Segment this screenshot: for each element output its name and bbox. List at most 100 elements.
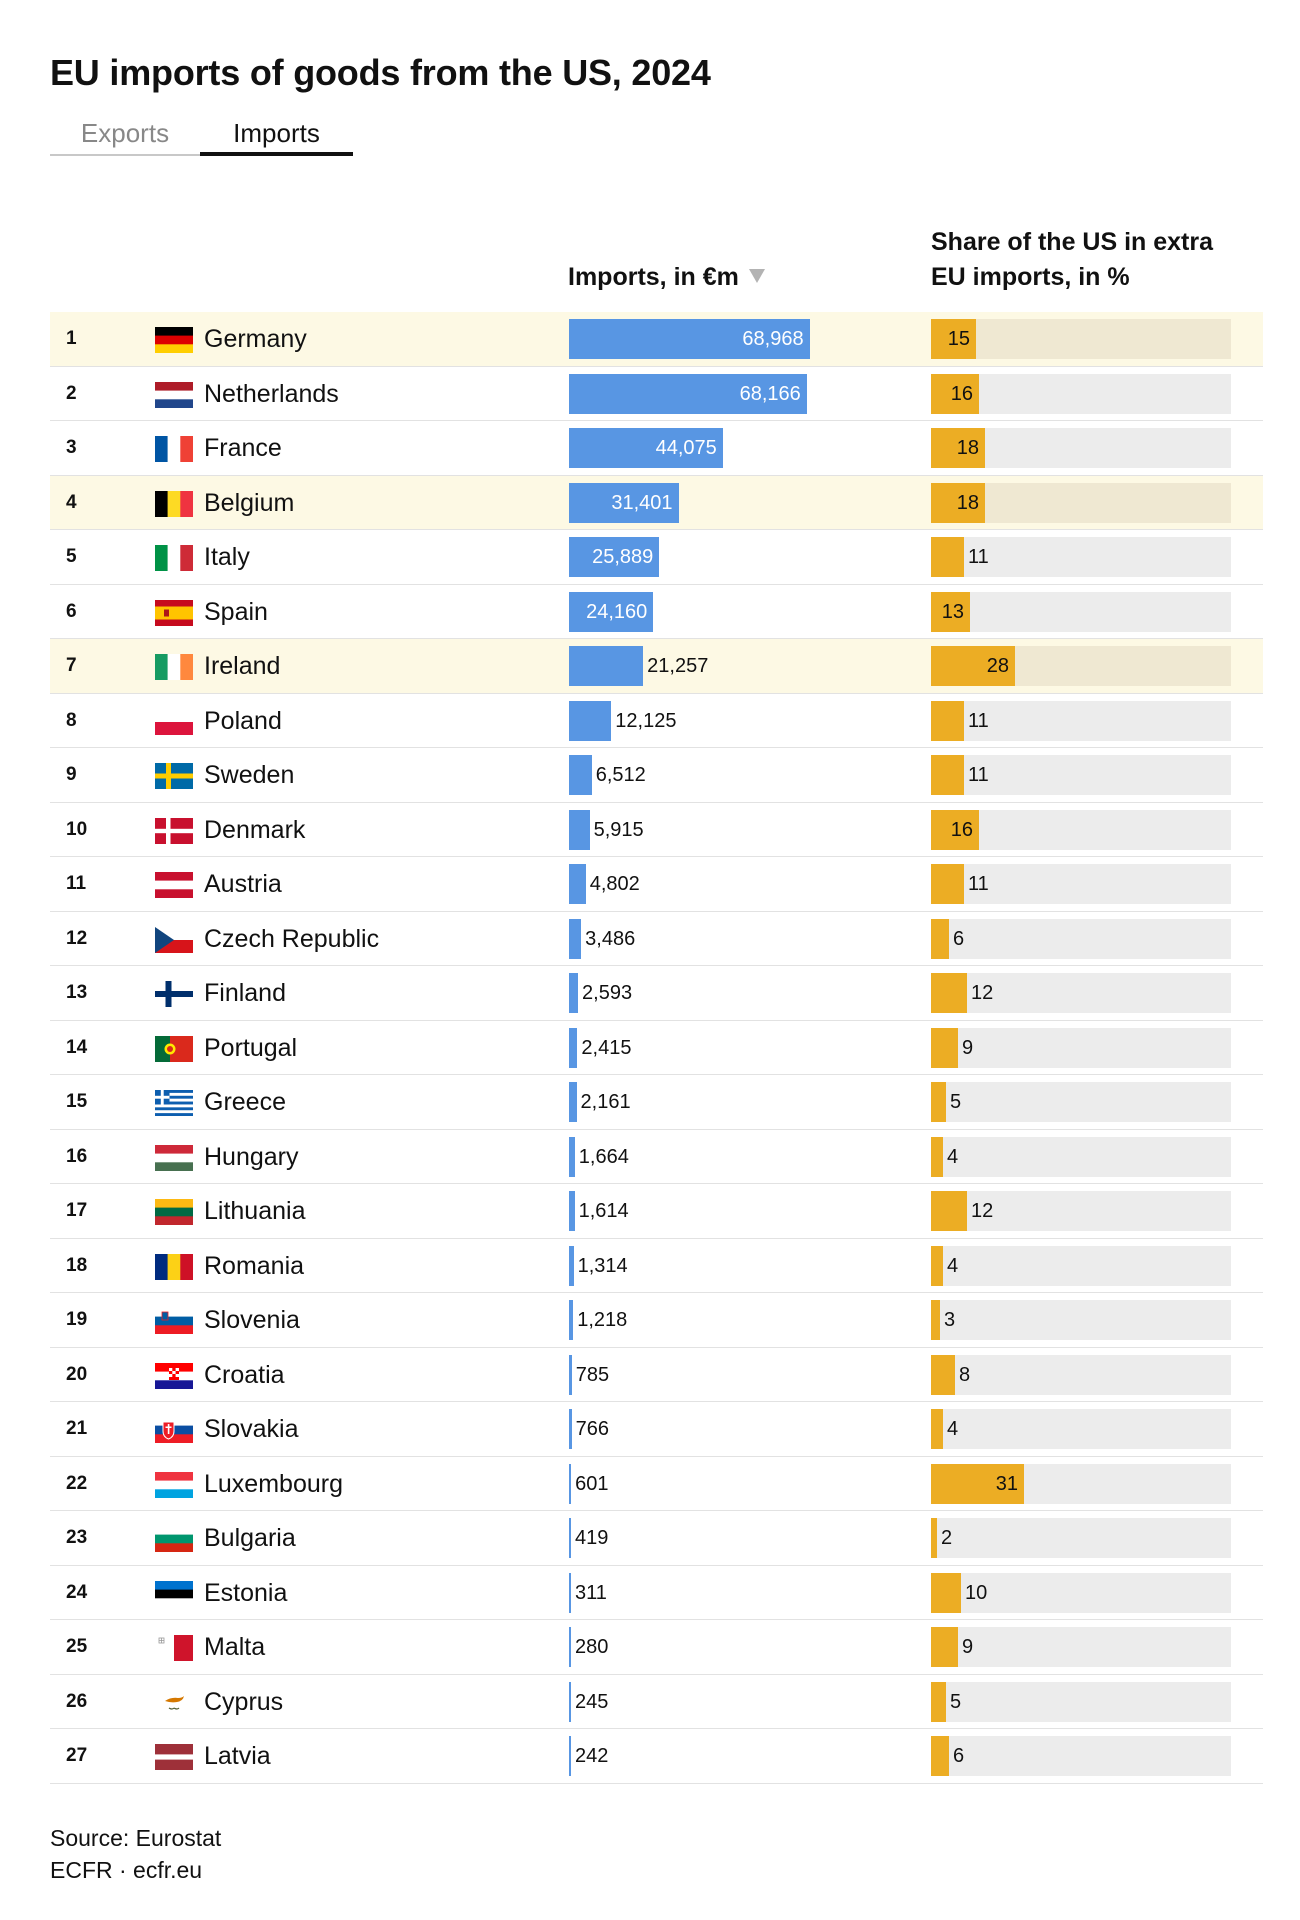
portugal-flag-icon — [155, 1035, 193, 1062]
imports-value-label: 1,218 — [577, 1309, 628, 1331]
rank-label: 6 — [66, 600, 77, 622]
tab-exports[interactable]: Exports — [80, 118, 170, 148]
imports-value-label: 419 — [575, 1527, 609, 1549]
imports-cell: 1,614 — [569, 1191, 869, 1231]
rank-label: 17 — [66, 1200, 88, 1221]
imports-cell: 1,218 — [569, 1300, 869, 1340]
imports-bar — [569, 1409, 572, 1449]
luxembourg-flag-icon — [155, 1471, 193, 1498]
share-bar — [931, 1191, 967, 1231]
imports-cell: 2,161 — [569, 1082, 869, 1122]
country-label: France — [204, 434, 282, 462]
share-value-label: 11 — [968, 709, 989, 732]
imports-value-label: 1,664 — [578, 1145, 629, 1168]
share-bar — [931, 1572, 961, 1613]
share-cell: 2 — [931, 1518, 1231, 1558]
table-row: 2 Netherlands 68,166 16 — [50, 367, 1263, 421]
slovakia-flag-icon — [155, 1417, 193, 1443]
rank-label: 20 — [66, 1363, 88, 1385]
malta-flag-icon — [155, 1635, 193, 1661]
share-cell: 16 — [931, 809, 1231, 850]
share-cell: 8 — [931, 1354, 1231, 1395]
share-cell: 5 — [931, 1082, 1231, 1122]
share-cell: 13 — [931, 591, 1231, 632]
share-value-label: 4 — [947, 1145, 959, 1168]
share-cell: 18 — [931, 482, 1231, 523]
share-bar — [931, 700, 964, 741]
imports-header-label: Imports, in €m — [568, 263, 739, 291]
share-value-label: 28 — [986, 655, 1009, 677]
share-bar — [931, 1681, 946, 1722]
share-value-label: 4 — [947, 1254, 959, 1277]
romania-flag-icon — [155, 1253, 193, 1280]
denmark-flag-icon — [155, 817, 193, 844]
imports-bar — [569, 1681, 571, 1722]
hungary-flag-icon — [155, 1144, 193, 1171]
share-value-label: 10 — [965, 1581, 988, 1604]
country-label: Portugal — [204, 1033, 298, 1062]
tab-imports[interactable]: Imports — [200, 118, 353, 156]
imports-cell: 785 — [569, 1354, 869, 1395]
sweden-flag-icon — [155, 763, 193, 789]
share-value-label: 11 — [968, 546, 989, 568]
imports-value-label: 68,166 — [739, 382, 801, 405]
country-label: Hungary — [204, 1142, 299, 1171]
share-value-label: 9 — [962, 1036, 974, 1059]
imports-cell: 4,802 — [569, 864, 869, 904]
share-bar — [931, 973, 967, 1013]
imports-value-label: 1,614 — [578, 1200, 629, 1222]
rank-label: 24 — [66, 1581, 88, 1603]
share-bar — [931, 1463, 1024, 1504]
share-cell: 11 — [931, 755, 1231, 795]
table-row: 27 Latvia 242 6 — [50, 1729, 1263, 1784]
table-row: 26 Cyprus 245 5 — [50, 1675, 1263, 1729]
imports-bar — [569, 1572, 571, 1613]
imports-bar — [569, 700, 612, 741]
table-row: 5 Italy 25,889 11 — [50, 530, 1263, 585]
share-bar — [931, 1027, 958, 1068]
share-bar — [931, 1409, 943, 1449]
share-bar — [931, 319, 976, 359]
imports-value-label: 21,257 — [647, 655, 709, 677]
share-value-label: 4 — [947, 1418, 959, 1440]
spain-flag-icon — [155, 599, 193, 626]
rank-label: 5 — [66, 546, 77, 567]
imports-bar — [569, 1300, 574, 1340]
table-row: 8 Poland 12,125 11 — [50, 694, 1263, 748]
table-row: 24 Estonia 311 10 — [50, 1566, 1263, 1620]
share-bar — [931, 1354, 955, 1395]
sort-down-icon[interactable] — [748, 269, 765, 284]
imports-cell: 25,889 — [569, 537, 869, 577]
share-bar — [931, 1136, 943, 1177]
imports-bar — [569, 1027, 578, 1068]
imports-value-label: 6,512 — [595, 764, 646, 786]
rank-label: 14 — [66, 1036, 88, 1058]
imports-cell: 5,915 — [569, 809, 869, 850]
share-value-label: 9 — [962, 1636, 974, 1658]
country-label: Luxembourg — [204, 1469, 343, 1498]
table-row: 6 Spain 24,160 13 — [50, 585, 1263, 639]
table-row: 11 Austria 4,802 11 — [50, 857, 1263, 912]
estonia-flag-icon — [155, 1580, 193, 1607]
imports-bar — [569, 864, 586, 904]
rank-label: 11 — [66, 873, 87, 894]
imports-value-label: 2,593 — [582, 982, 633, 1004]
rank-label: 9 — [66, 764, 77, 785]
imports-bar — [569, 1627, 571, 1667]
slovenia-flag-icon — [155, 1308, 193, 1334]
country-label: Slovenia — [204, 1306, 300, 1334]
imports-value-label: 31,401 — [611, 491, 673, 514]
country-label: Netherlands — [204, 379, 339, 408]
imports-bar — [569, 319, 810, 359]
imports-cell: 3,486 — [569, 918, 869, 959]
imports-cell: 6,512 — [569, 755, 869, 795]
share-bar — [931, 428, 985, 468]
table-row: 18 Romania 1,314 4 — [50, 1239, 1263, 1293]
imports-cell: 12,125 — [569, 700, 869, 741]
share-value-label: 6 — [953, 927, 965, 950]
share-header-line-1: Share of the US in extra — [931, 228, 1214, 256]
share-value-label: 16 — [950, 818, 973, 841]
share-cell: 4 — [931, 1409, 1231, 1449]
share-cell: 12 — [931, 973, 1231, 1013]
imports-column-header[interactable]: Imports, in €m — [568, 260, 765, 295]
